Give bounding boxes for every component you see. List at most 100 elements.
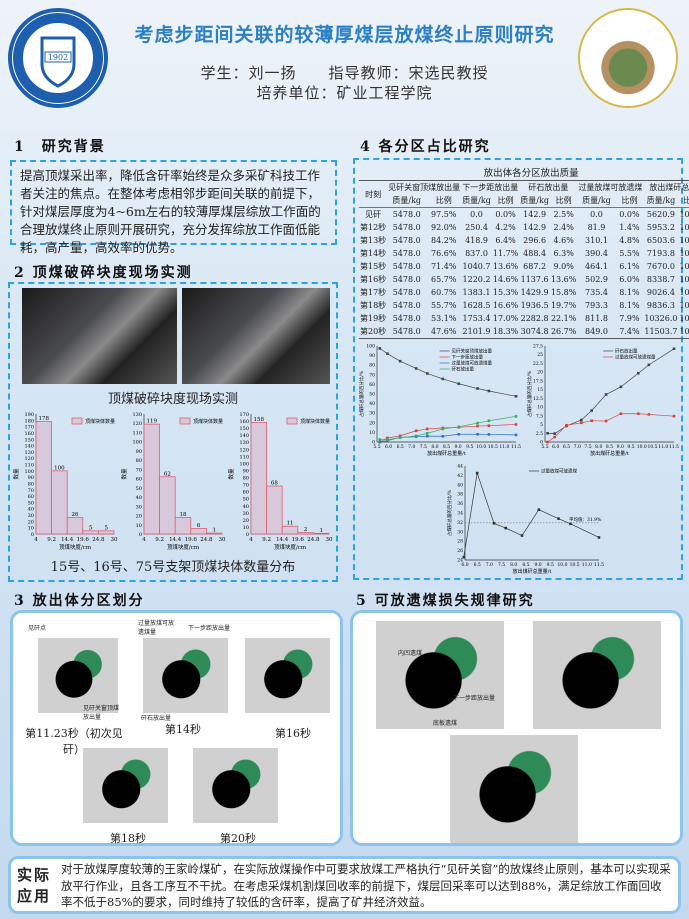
x-tick-label: 11.0 [582, 562, 592, 568]
col-subheader: 比例 [682, 196, 689, 205]
x-tick-label: 8.5 [443, 444, 450, 450]
data-label: 68 [271, 481, 278, 487]
table-cell: 1220.2 [462, 275, 491, 284]
table-cell: 9.0% [553, 262, 574, 271]
x-tick-label: 10.5 [570, 562, 580, 568]
data-point [487, 389, 491, 393]
data-point [672, 414, 676, 418]
y-tick-label: 20 [243, 518, 249, 524]
data-point [504, 526, 507, 530]
data-point [537, 508, 541, 512]
data-point [425, 372, 429, 375]
y-tick-label: 0 [540, 440, 543, 446]
data-point [425, 432, 429, 435]
section-1-heading: 1 研究背景 [14, 139, 106, 155]
bar [66, 517, 84, 535]
histogram-15: 0102030405060708090100110120130140150160… [12, 412, 118, 551]
table-cell: 100% [679, 288, 689, 297]
x-tick-label: 9.2 [262, 537, 271, 543]
table-cell: 9836.3 [646, 301, 675, 310]
y-tick-label: 100 [24, 469, 34, 475]
y-tick-label: 70 [28, 488, 34, 494]
table-cell: 735.4 [585, 288, 608, 297]
bar [98, 530, 115, 535]
col-subheader: 质量/kg [520, 196, 549, 205]
table-cell: 7.9% [619, 314, 640, 323]
y-tick-label: 70 [369, 372, 375, 378]
zone-sim-image [143, 638, 228, 713]
y-tick-label: 130 [24, 450, 34, 456]
table-cell: 0.0 [590, 210, 603, 219]
table-cell: 8338.7 [646, 275, 675, 284]
legend-label: 过量放煤可放遗煤 [541, 468, 577, 475]
x-tick-label: 24.8 [200, 537, 213, 543]
col-group: 矸石放出量 [528, 183, 569, 192]
data-point [580, 418, 583, 422]
table-cell: 1383.1 [462, 288, 491, 297]
data-point [476, 432, 479, 436]
y-tick-label: 120 [24, 456, 34, 462]
data-point [425, 427, 429, 431]
x-tick-label: 11.0 [658, 444, 668, 450]
table-cell: 5478.0 [387, 325, 427, 339]
y-tick-label: 25 [537, 352, 543, 358]
x-tick-label: 11.5 [511, 444, 521, 450]
table-row: 第19秒 5478.0 53.1% 1753.4 17.0% 2282.8 22.1% 811… [359, 312, 689, 325]
table-cell: 1137.6 [520, 275, 549, 284]
y-tick-label: 40 [369, 401, 375, 407]
table-cell: 5478.0 [392, 314, 421, 323]
col-group: 见矸关窗顶煤放出量 [388, 183, 461, 192]
series-line [463, 472, 600, 558]
data-point [457, 425, 461, 429]
y-tick-label: 50 [136, 486, 142, 492]
table-cell: 15.8% [550, 288, 577, 297]
data-point [457, 432, 461, 436]
y-tick-label: 150 [24, 437, 34, 443]
x-tick-label: 7.5 [584, 444, 591, 450]
legend-swatch [71, 417, 83, 425]
table-cell: 4.8% [619, 236, 640, 245]
data-point [462, 555, 466, 559]
lab-logo [578, 8, 678, 108]
application-label: 实际 应用 [17, 865, 51, 907]
table-cell: 2.4% [553, 223, 574, 232]
mine-photo-1 [22, 288, 177, 384]
section-4-heading: 4 各分区占比研究 [360, 139, 491, 155]
y-axis-label: 占煤矸总量的百分比/% [358, 370, 365, 417]
y-tick-label: 120 [239, 447, 249, 453]
y-tick-label: 30 [457, 529, 463, 535]
table-cell: 100% [679, 314, 689, 323]
x-tick-label: 30 [219, 537, 226, 543]
data-label: 119 [147, 419, 158, 425]
university-logo: 1902 [8, 8, 108, 108]
x-tick-label: 10.0 [476, 444, 486, 450]
table-cell: 100% [679, 223, 689, 232]
data-point [514, 423, 518, 426]
y-tick-label: 90 [28, 475, 34, 481]
table-cell: 9026.4 [646, 288, 675, 297]
data-label: 11 [287, 521, 294, 527]
data-point [604, 393, 608, 396]
data-point [546, 431, 549, 435]
table-cell: 6.1% [619, 262, 640, 271]
data-point [386, 352, 389, 355]
x-axis-label: 放出煤矸总重量/t [513, 568, 552, 575]
table-row: 第13秒 5478.0 84.2% 418.9 6.4% 296.6 4.6% 310.1 4.… [359, 234, 689, 247]
bar [206, 532, 223, 535]
data-point [590, 419, 593, 423]
y-tick-label: 110 [24, 463, 34, 469]
table-cell: 第14秒 [360, 249, 387, 258]
table-cell: 55.7% [431, 301, 457, 310]
data-point [514, 415, 518, 418]
x-tick-label: 8.5 [606, 444, 613, 450]
x-tick-label: 9.2 [47, 537, 56, 543]
series-line [547, 348, 675, 434]
y-tick-label: 60 [28, 494, 34, 500]
data-point [414, 434, 418, 438]
y-tick-label: 100 [239, 461, 249, 467]
x-tick-label: 11.5 [594, 562, 604, 568]
inner-loss-label: 内凹遗煤 [398, 650, 423, 657]
panel-caption: 第14秒 [165, 723, 201, 736]
table-cell: 第13秒 [360, 236, 387, 245]
y-tick-label: 0 [31, 532, 34, 538]
